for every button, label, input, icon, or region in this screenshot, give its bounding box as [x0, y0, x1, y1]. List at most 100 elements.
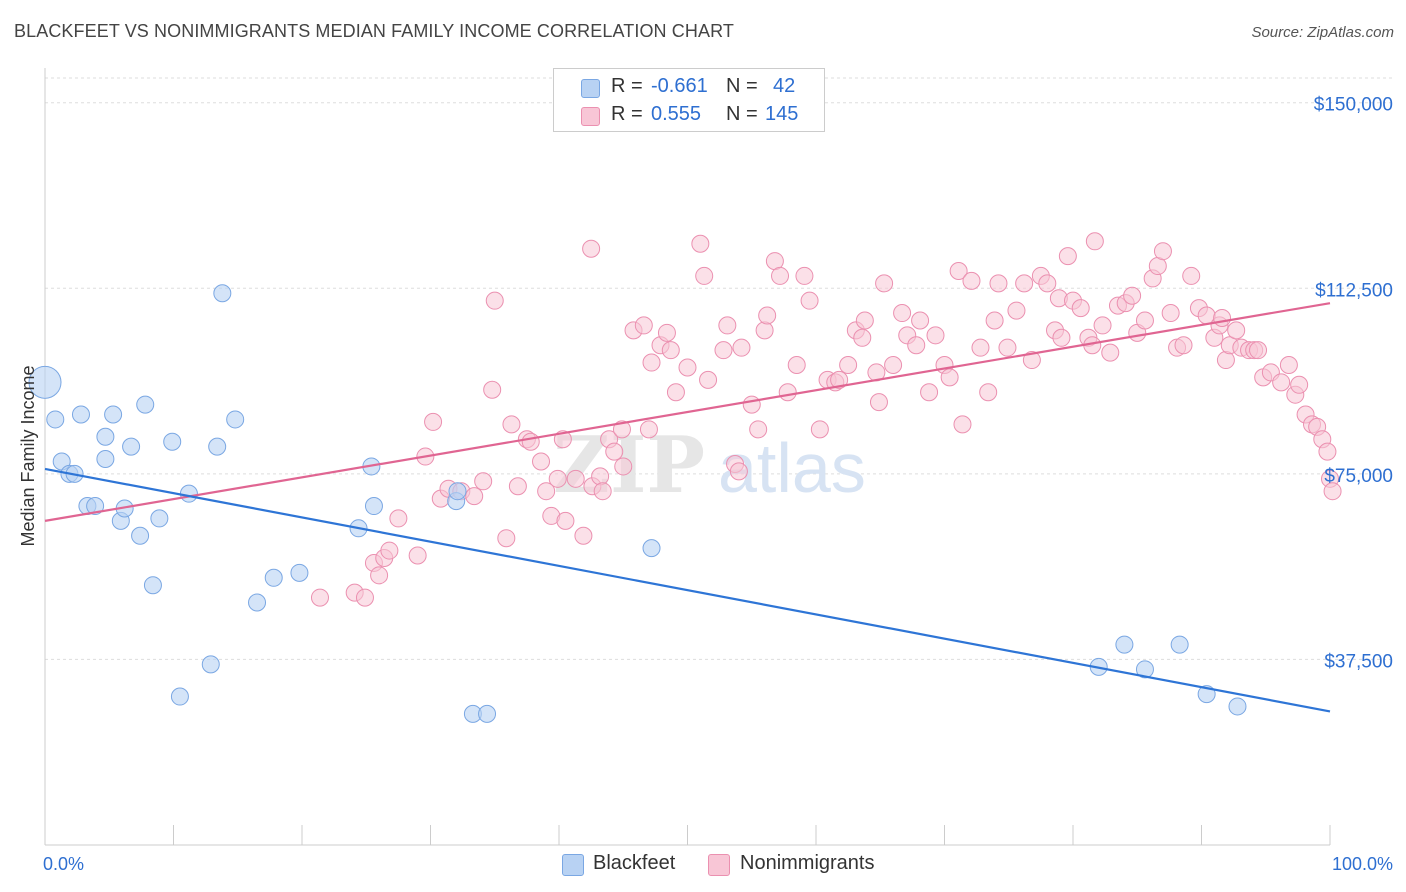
nonimmigrants-point — [998, 338, 1017, 357]
blackfeet-point — [136, 395, 155, 414]
nonimmigrants-point — [1272, 373, 1291, 392]
blackfeet-point — [208, 437, 227, 456]
nonimmigrants-point — [548, 469, 567, 488]
nonimmigrants-point — [1022, 351, 1041, 370]
blackfeet-trend-line — [44, 467, 1331, 713]
stats-row-blackfeet: R = -0.661 N = 42 — [554, 73, 824, 101]
nonimmigrants-point — [758, 306, 777, 325]
blackfeet-point — [642, 539, 661, 558]
blackfeet-point — [122, 437, 141, 456]
nonimmigrants-point — [875, 274, 894, 293]
nonimmigrants-point — [661, 341, 680, 360]
nonimmigrants-point — [985, 311, 1004, 330]
x-tick-label: 0.0% — [43, 854, 84, 874]
nonimmigrants-point — [1279, 356, 1298, 375]
nonimmigrants-point — [729, 462, 748, 481]
r-value: -0.661 — [651, 75, 708, 97]
nonimmigrants-point — [962, 271, 981, 290]
nonimmigrants-point — [1101, 343, 1120, 362]
blackfeet-point — [150, 509, 169, 528]
nonimmigrants-point — [778, 383, 797, 402]
nonimmigrants-point — [787, 356, 806, 375]
nonimmigrants-point — [691, 234, 710, 253]
nonimmigrants-point — [920, 383, 939, 402]
blackfeet-legend-swatch — [562, 854, 584, 876]
nonimmigrants-point — [1318, 442, 1337, 461]
r-value: 0.555 — [651, 103, 702, 125]
nonimmigrants-point — [869, 393, 888, 412]
nonimmigrants-point — [566, 469, 585, 488]
nonimmigrants-point — [591, 467, 610, 486]
nonimmigrants-point — [483, 380, 502, 399]
nonimmigrants-point — [1007, 301, 1026, 320]
tick-labels: $37,500 $75,000 $112,500 $150,000 0.0% 100.0%… — [18, 95, 1393, 874]
nonimmigrants-point — [424, 412, 443, 431]
nonimmigrants-point — [830, 370, 849, 389]
blackfeet-point — [104, 405, 123, 424]
blackfeet-point — [179, 484, 198, 503]
nonimmigrants-point — [574, 526, 593, 545]
nonimmigrants-point — [310, 588, 329, 607]
y-tick-label: $150,000 — [1314, 95, 1393, 116]
nonimmigrants-point — [1123, 286, 1142, 305]
nonimmigrants-point — [1323, 482, 1342, 501]
nonimmigrants-point — [537, 482, 556, 501]
nonimmigrants-point — [953, 415, 972, 434]
nonimmigrants-point — [1052, 328, 1071, 347]
legend-label: Blackfeet — [593, 852, 676, 874]
nonimmigrants-point — [678, 358, 697, 377]
nonimmigrants-point — [979, 383, 998, 402]
nonimmigrants-legend-swatch — [708, 854, 730, 876]
nonimmigrants-point — [465, 487, 484, 506]
nonimmigrants-point — [582, 239, 601, 258]
stats-row-nonimmigrants: R = 0.555 N = 145 — [554, 101, 824, 129]
nonimmigrants-point — [666, 383, 685, 402]
nonimmigrants-point — [1182, 266, 1201, 285]
nonimmigrants-point — [612, 420, 631, 439]
nonimmigrants-point — [1153, 242, 1172, 261]
nonimmigrants-point — [732, 338, 751, 357]
blackfeet-point — [448, 482, 467, 501]
nonimmigrants-point — [532, 452, 551, 471]
blackfeet-point — [131, 526, 150, 545]
source-label: Source: ZipAtlas.com — [1251, 24, 1394, 41]
nonimmigrants-point — [1058, 247, 1077, 266]
r-label: R = — [611, 75, 643, 97]
x-tick-label: 100.0% — [1332, 854, 1393, 874]
nonimmigrants-point — [699, 370, 718, 389]
nonimmigrants-point — [639, 420, 658, 439]
n-label: N = — [726, 75, 758, 97]
nonimmigrants-point — [718, 316, 737, 335]
nonimmigrants-point — [497, 529, 516, 548]
nonimmigrants-point — [355, 588, 374, 607]
y-axis-label: Median Family Income — [18, 365, 38, 546]
nonimmigrants-point — [1227, 321, 1246, 340]
nonimmigrants-point — [1038, 274, 1057, 293]
nonimmigrants-point — [1174, 336, 1193, 355]
nonimmigrants-point — [1161, 304, 1180, 323]
nonimmigrants-point — [556, 511, 575, 530]
nonimmigrants-point — [695, 266, 714, 285]
nonimmigrants-trend-line — [44, 302, 1331, 522]
nonimmigrants-point — [370, 566, 389, 585]
nonimmigrants-points — [310, 232, 1342, 607]
nonimmigrants-point — [1290, 375, 1309, 394]
nonimmigrants-point — [911, 311, 930, 330]
nonimmigrants-point — [1015, 274, 1034, 293]
blackfeet-point — [1135, 660, 1154, 679]
nonimmigrants-point — [771, 266, 790, 285]
nonimmigrants-point — [749, 420, 768, 439]
blackfeet-point — [28, 365, 62, 399]
nonimmigrants-point — [605, 442, 624, 461]
nonimmigrants-point — [795, 266, 814, 285]
nonimmigrants-point — [714, 341, 733, 360]
nonimmigrants-point — [408, 546, 427, 565]
nonimmigrants-point — [989, 274, 1008, 293]
blackfeet-point — [163, 432, 182, 451]
blackfeet-point — [96, 450, 115, 469]
nonimmigrants-point — [949, 261, 968, 280]
n-value: 42 — [773, 75, 796, 97]
nonimmigrants-point — [553, 430, 572, 449]
blackfeet-point — [86, 497, 105, 516]
